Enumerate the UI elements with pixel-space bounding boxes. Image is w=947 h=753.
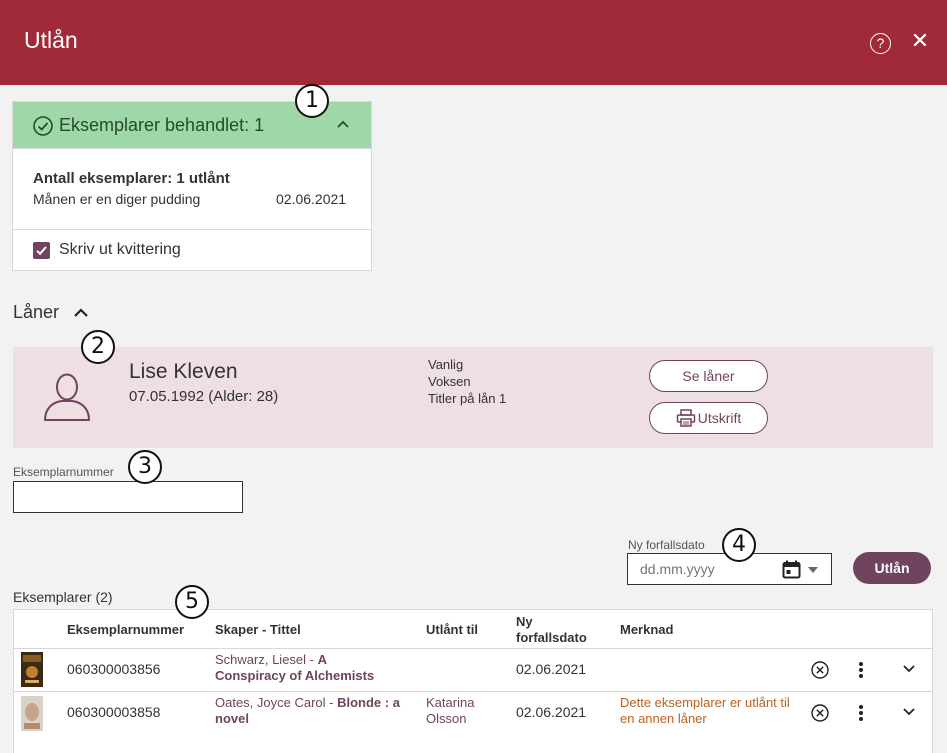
creator-title-separator: - xyxy=(306,652,318,667)
processed-item-title: Månen er en diger pudding xyxy=(33,191,201,207)
borrower-section-label: Låner xyxy=(13,302,60,322)
chevron-up-icon[interactable] xyxy=(336,117,350,131)
check-circle-icon xyxy=(33,116,53,136)
copy-number-input[interactable] xyxy=(13,481,243,513)
chevron-down-icon[interactable] xyxy=(902,664,916,674)
user-avatar-icon xyxy=(44,373,90,421)
callout-3: 3 xyxy=(128,450,162,484)
processed-items-panel: Eksemplarer behandlet: 1 Antall eksempla… xyxy=(12,101,372,271)
more-vertical-icon[interactable] xyxy=(858,704,864,722)
processed-items-body: Antall eksemplarer: 1 utlånt Månen er en… xyxy=(13,149,371,230)
items-label: Eksemplarer (2) xyxy=(13,589,113,605)
view-borrower-label: Se låner xyxy=(682,368,735,384)
creator-title-link[interactable]: Oates, Joyce Carol - Blonde : a novel xyxy=(215,695,400,727)
dialog-header: Utlån ? ✕ xyxy=(0,0,947,85)
print-button[interactable]: Utskrift xyxy=(649,402,768,434)
table-row[interactable]: 060300003856 Schwarz, Liesel - A Conspir… xyxy=(14,648,932,691)
item-count-text: Antall eksemplarer: 1 utlånt xyxy=(33,170,230,187)
callout-2: 2 xyxy=(81,330,115,364)
column-header-note: Merknad xyxy=(620,622,674,637)
loan-button[interactable]: Utlån xyxy=(853,552,931,584)
book-cover-thumbnail xyxy=(21,652,43,687)
dialog-title: Utlån xyxy=(24,27,78,53)
processed-items-title: Eksemplarer behandlet: 1 xyxy=(59,115,265,135)
column-header-number: Eksemplarnummer xyxy=(67,622,185,637)
creator-title-link[interactable]: Schwarz, Liesel - A Conspiracy of Alchem… xyxy=(215,652,395,684)
callout-5: 5 xyxy=(175,585,209,619)
print-receipt-checkbox[interactable] xyxy=(33,242,50,259)
copy-number-label: Eksemplarnummer xyxy=(13,465,114,479)
remove-circle-icon[interactable] xyxy=(811,704,829,722)
copy-number: 060300003856 xyxy=(67,661,161,677)
item-title: A Conspiracy of Alchemists xyxy=(215,652,375,683)
borrower-category: Voksen xyxy=(428,374,471,389)
column-header-creator-title: Skaper - Tittel xyxy=(215,622,301,637)
due-date-label: Ny forfallsdato xyxy=(628,538,705,552)
more-vertical-icon[interactable] xyxy=(858,661,864,679)
note: Dette eksemplarer er utlånt til en annen… xyxy=(620,695,790,726)
printer-icon xyxy=(676,409,695,427)
creator-title-separator: - xyxy=(325,695,338,710)
due-date: 02.06.2021 xyxy=(516,661,587,677)
column-header-loaned-to: Utlånt til xyxy=(426,622,478,637)
items-table: Eksemplarnummer Skaper - Tittel Utlånt t… xyxy=(13,609,933,753)
copy-number: 060300003858 xyxy=(67,704,161,720)
checkmark-icon xyxy=(36,246,47,256)
borrower-dob: 07.05.1992 (Alder: 28) xyxy=(129,388,279,405)
callout-4: 4 xyxy=(722,528,756,562)
processed-item-date: 02.06.2021 xyxy=(276,191,347,207)
close-icon[interactable]: ✕ xyxy=(910,28,930,53)
borrower-loans: Titler på lån 1 xyxy=(428,391,507,406)
borrower-type: Vanlig xyxy=(428,357,464,372)
help-icon[interactable]: ? xyxy=(870,33,891,54)
caret-down-icon[interactable] xyxy=(808,567,818,573)
print-receipt-row: Skriv ut kvittering xyxy=(13,230,371,270)
column-header-due-date: Ny forfallsdato xyxy=(516,614,587,645)
creator-name: Schwarz, Liesel xyxy=(215,652,307,667)
view-borrower-button[interactable]: Se låner xyxy=(649,360,768,392)
print-receipt-label: Skriv ut kvittering xyxy=(59,241,181,258)
borrower-name: Lise Kleven xyxy=(129,360,238,383)
chevron-up-icon[interactable] xyxy=(73,306,89,320)
callout-1: 1 xyxy=(295,84,329,118)
due-date-input[interactable] xyxy=(628,554,778,584)
creator-name: Oates, Joyce Carol xyxy=(215,695,326,710)
chevron-down-icon[interactable] xyxy=(902,707,916,717)
remove-circle-icon[interactable] xyxy=(811,661,829,679)
book-cover-thumbnail xyxy=(21,696,43,731)
print-label: Utskrift xyxy=(697,410,742,426)
borrower-card: Lise Kleven 07.05.1992 (Alder: 28) Vanli… xyxy=(13,347,933,448)
due-date-field xyxy=(627,553,832,585)
loaned-to[interactable]: Katarina Olsson xyxy=(426,695,475,726)
table-row[interactable]: 060300003858 Oates, Joyce Carol - Blonde… xyxy=(14,691,932,734)
item-title: Blonde : a novel xyxy=(215,695,400,726)
due-date: 02.06.2021 xyxy=(516,704,587,720)
calendar-icon[interactable] xyxy=(782,560,801,579)
